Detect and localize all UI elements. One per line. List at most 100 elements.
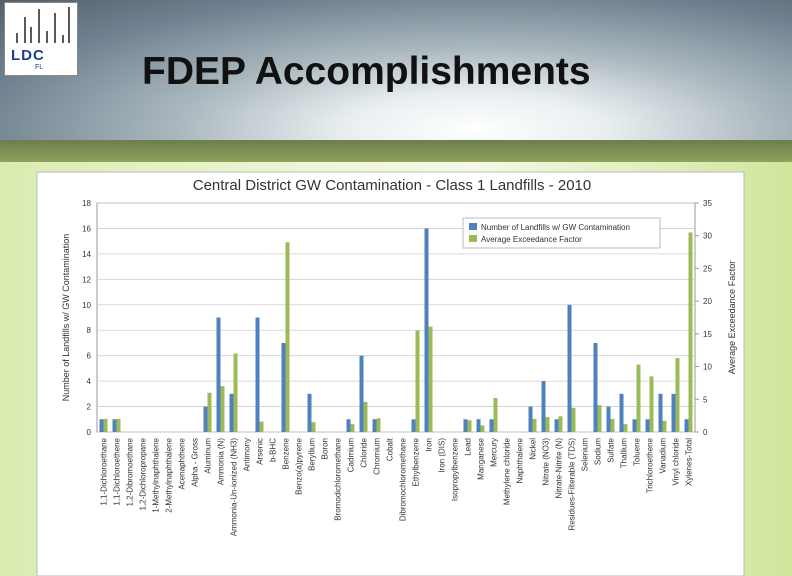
- x-tick-label: 1,2-Dichloropropane: [139, 437, 148, 510]
- bar: [311, 422, 316, 432]
- x-tick-label: Bromodichloromethane: [334, 437, 343, 520]
- bar: [636, 364, 641, 432]
- bar: [632, 419, 637, 432]
- x-tick-label: 1,1-Dichloroethene: [113, 437, 122, 505]
- x-tick-label: Trichloroethene: [646, 437, 655, 493]
- y2-tick-label: 30: [703, 232, 712, 241]
- bar: [112, 419, 117, 432]
- x-tick-label: Mercury: [490, 438, 499, 467]
- bar: [662, 420, 667, 432]
- x-tick-label: Vanadium: [659, 438, 668, 474]
- logo-subtext: FL: [35, 64, 44, 71]
- bar: [229, 393, 234, 432]
- bar: [359, 355, 364, 432]
- bar: [532, 418, 537, 432]
- bar: [684, 419, 689, 432]
- bar: [350, 424, 355, 432]
- bar: [593, 342, 598, 432]
- x-tick-label: Alpha - Gross: [191, 438, 200, 487]
- legend-box: [462, 217, 661, 249]
- bar: [255, 317, 260, 432]
- bar: [619, 393, 624, 432]
- x-tick-label: Iron (DIS): [438, 438, 447, 473]
- x-tick-label: Dibromochloromethane: [399, 437, 408, 521]
- x-tick-label: Residues-Filterable (TDS): [568, 438, 577, 531]
- bar: [645, 419, 650, 432]
- x-tick-label: Nickel: [529, 438, 538, 460]
- y-tick-label: 16: [82, 224, 91, 233]
- x-tick-label: Toluene: [633, 437, 642, 466]
- bar: [528, 406, 533, 432]
- x-tick-label: Cadmium: [347, 438, 356, 473]
- bar: [363, 401, 368, 432]
- x-tick-label: Chloride: [360, 437, 369, 467]
- bar: [203, 406, 208, 432]
- x-tick-label: Isopropylbenzene: [451, 437, 460, 501]
- x-tick-label: 1,2-Dibromoethane: [126, 437, 135, 506]
- bar: [571, 407, 576, 432]
- x-tick-label: 1-Methylnaphthalene: [152, 437, 161, 512]
- x-tick-label: 1,1-Dichloroethane: [100, 437, 109, 505]
- bar: [216, 317, 221, 432]
- x-tick-label: Sulfate: [607, 437, 616, 462]
- x-tick-label: Beryllium: [308, 438, 317, 471]
- x-tick-label: Acenaphthene: [178, 437, 187, 489]
- y2-tick-label: 5: [703, 395, 708, 404]
- y2-axis-title: Average Exceedance Factor: [727, 261, 737, 374]
- bar: [463, 419, 468, 432]
- bar: [541, 381, 546, 432]
- bar: [259, 421, 264, 432]
- bar: [424, 228, 429, 432]
- bar: [220, 386, 225, 432]
- bar: [567, 304, 572, 432]
- bar: [623, 424, 628, 432]
- x-tick-label: Ethylbenzene: [412, 437, 421, 486]
- bar: [554, 419, 559, 432]
- logo-graphic: [16, 7, 70, 43]
- x-tick-label: Xylenes-Total: [685, 438, 694, 486]
- bar: [476, 419, 481, 432]
- x-tick-label: Ammonia (N): [217, 438, 226, 485]
- legend-label: Number of Landfills w/ GW Contamination: [481, 223, 630, 232]
- y2-tick-label: 0: [703, 428, 708, 437]
- bar: [372, 419, 377, 432]
- x-tick-label: Naphthalene: [516, 437, 525, 483]
- x-tick-label: Thallium: [620, 438, 629, 469]
- x-tick-label: Benzo(a)pyrene: [295, 437, 304, 494]
- y-tick-label: 2: [87, 403, 92, 412]
- bar: [467, 420, 472, 432]
- y-tick-label: 14: [82, 250, 91, 259]
- bar: [285, 242, 290, 432]
- y-tick-label: 8: [87, 326, 92, 335]
- bar: [346, 419, 351, 432]
- y-tick-label: 4: [87, 377, 92, 386]
- bar: [480, 425, 485, 432]
- bar: [493, 397, 498, 432]
- bar: [415, 330, 420, 432]
- x-tick-label: Boron: [321, 438, 330, 459]
- sky-banner: [0, 0, 792, 162]
- x-tick-label: Antimony: [243, 438, 252, 471]
- bar: [281, 342, 286, 432]
- bar: [688, 232, 693, 432]
- y2-tick-label: 20: [703, 297, 712, 306]
- x-tick-label: Selenium: [581, 438, 590, 472]
- bar: [545, 416, 550, 432]
- y2-tick-label: 15: [703, 330, 712, 339]
- bar: [233, 353, 238, 432]
- y-tick-label: 18: [82, 199, 91, 208]
- bar: [675, 358, 680, 432]
- y-tick-label: 6: [87, 352, 92, 361]
- x-tick-label: Methylene chloride: [503, 437, 512, 505]
- bar: [606, 406, 611, 432]
- x-tick-label: 2-Methylnaphthalene: [165, 437, 174, 512]
- x-tick-label: Nitrate-Nitrite (N): [555, 438, 564, 499]
- bar: [307, 393, 312, 432]
- bar: [558, 416, 563, 432]
- y2-tick-label: 10: [703, 363, 712, 372]
- bar: [376, 418, 381, 432]
- bar: [658, 393, 663, 432]
- x-tick-label: Sodium: [594, 438, 603, 465]
- y-tick-label: 0: [87, 428, 92, 437]
